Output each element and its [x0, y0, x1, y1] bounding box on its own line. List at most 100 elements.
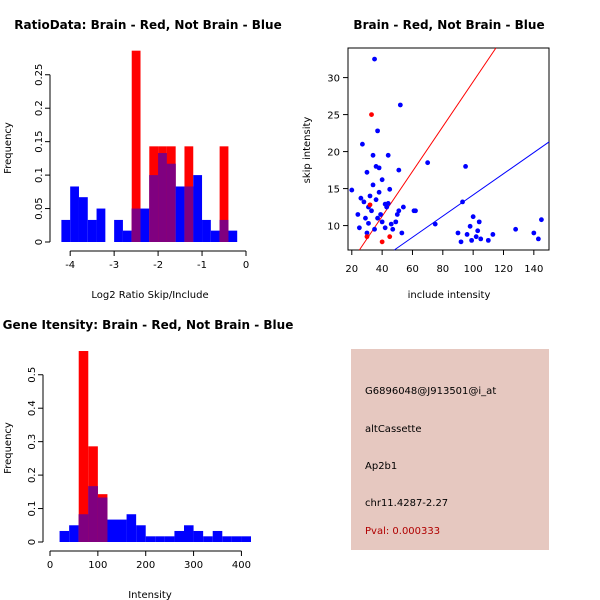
scatter-point-not-brain: [372, 226, 377, 232]
ratio-bar-not-brain: [210, 230, 220, 242]
scatter-point-not-brain: [399, 230, 405, 236]
gene-bar-not-brain: [145, 536, 156, 542]
scatter-x-tick-label: 80: [436, 264, 449, 275]
gene-histogram-axes: 0 100 200 300 400 0 0.1 0.2 0.3 0.4 0.5: [27, 367, 251, 571]
scatter-point-not-brain: [460, 199, 465, 205]
scatter-point-not-brain: [369, 208, 374, 214]
ratio-y-tick-label: 0.15: [34, 131, 45, 153]
scatter-marks: [349, 47, 550, 251]
ratio-x-tick-label: -3: [109, 260, 119, 271]
scatter-x-tick-label: 40: [376, 264, 389, 275]
ratio-bar-overlap: [158, 153, 167, 242]
ratio-histogram-ylabel: Frequency: [3, 122, 14, 174]
ratio-histogram-axes: -4 -3 -2 -1 0 0 0.05 0.1 0.15 0.2 0.25: [34, 64, 249, 271]
scatter-point-not-brain: [378, 212, 384, 217]
scatter-point-brain: [369, 112, 374, 117]
scatter-x-tick-label: 120: [494, 264, 513, 275]
gene-y-tick-label: 0.5: [27, 367, 38, 383]
ratio-bar-not-brain: [228, 230, 238, 242]
scatter-point-not-brain: [396, 208, 402, 214]
ratio-y-tick-label: 0: [34, 239, 45, 245]
ratio-bar-not-brain: [87, 219, 97, 242]
scatter-point-not-brain: [396, 167, 402, 173]
ratio-bar-not-brain: [114, 219, 123, 242]
scatter-point-not-brain: [458, 239, 464, 245]
ratio-histogram-title: RatioData: Brain - Red, Not Brain - Blue: [14, 18, 281, 32]
ratio-y-tick-label: 0.2: [34, 100, 45, 116]
scatter-point-not-brain: [379, 219, 385, 225]
scatter-point-not-brain: [490, 232, 496, 237]
gene-histogram-bars: [59, 351, 251, 542]
probe-info-panel: G6896048@J913501@i_at altCassette Ap2b1 …: [351, 349, 549, 550]
scatter-point-not-brain: [367, 193, 373, 199]
ratio-y-tick-label: 0.05: [34, 197, 45, 219]
scatter-point-not-brain: [476, 219, 482, 225]
gene-y-tick-label: 0.3: [27, 434, 38, 450]
scatter-point-not-brain: [425, 160, 431, 166]
gene-y-tick-label: 0.1: [27, 501, 38, 517]
gene-bar-overlap: [78, 514, 89, 542]
scatter-point-brain: [387, 234, 393, 240]
gene-bar-not-brain: [193, 530, 204, 542]
gene-intensity-histogram-panel: Gene Itensity: Brain - Red, Not Brain - …: [3, 318, 294, 600]
gene-bar-not-brain: [174, 530, 184, 542]
scatter-point-not-brain: [382, 225, 388, 231]
scatter-y-tick-label: 20: [327, 148, 340, 159]
scatter-point-not-brain: [364, 169, 370, 175]
scatter-point-not-brain: [535, 236, 541, 242]
scatter-point-not-brain: [376, 189, 382, 195]
scatter-fit-line-red: [358, 47, 497, 251]
gene-y-tick-label: 0.4: [27, 400, 38, 416]
gene-bar-not-brain: [241, 536, 251, 542]
gene-bar-not-brain: [231, 536, 242, 542]
scatter-fit-line-blue: [393, 141, 550, 251]
scatter-point-not-brain: [387, 186, 393, 192]
scatter-point-brain: [379, 239, 385, 245]
ratio-bar-not-brain: [175, 186, 185, 242]
scatter-point-not-brain: [370, 182, 376, 188]
scatter-point-not-brain: [478, 236, 484, 242]
scatter-point-not-brain: [385, 152, 391, 158]
gene-bar-overlap: [88, 486, 98, 542]
scatter-y-tick-label: 10: [327, 222, 340, 233]
scatter-y-tick-label: 25: [327, 111, 340, 122]
scatter-ylabel: skip intensity: [302, 117, 313, 184]
ratio-bar-not-brain: [78, 197, 88, 242]
gene-bar-overlap: [97, 497, 108, 542]
scatter-point-not-brain: [364, 230, 370, 236]
scatter-title: Brain - Red, Not Brain - Blue: [353, 18, 544, 32]
scatter-point-not-brain: [531, 230, 537, 236]
scatter-point-not-brain: [373, 197, 379, 203]
ratio-bar-not-brain: [70, 186, 79, 242]
scatter-point-not-brain: [464, 232, 470, 237]
ratio-bar-not-brain: [61, 219, 71, 242]
scatter-x-tick-label: 20: [345, 264, 358, 275]
scatter-point-not-brain: [366, 220, 371, 226]
gene-bar-not-brain: [117, 519, 127, 542]
ratio-histogram-panel: RatioData: Brain - Red, Not Brain - Blue…: [3, 18, 282, 301]
scatter-y-tick-label: 15: [327, 185, 340, 196]
ratio-bar-not-brain: [122, 230, 132, 242]
scatter-x-tick-label: 140: [524, 264, 543, 275]
scatter-point-brain: [364, 234, 370, 240]
scatter-point-not-brain: [513, 226, 519, 232]
gene-bar-not-brain: [164, 536, 175, 542]
scatter-point-not-brain: [485, 237, 491, 243]
scatter-point-not-brain: [361, 199, 367, 205]
gene-bar-brain: [78, 351, 89, 542]
ratio-bar-brain: [131, 50, 141, 243]
ratio-x-tick-label: 0: [243, 260, 249, 271]
gene-bar-not-brain: [155, 536, 165, 542]
scatter-point-not-brain: [469, 237, 475, 243]
gene-y-tick-label: 0: [27, 539, 38, 545]
gene-bar-not-brain: [59, 530, 70, 542]
scatter-point-not-brain: [363, 215, 368, 221]
probe-id: G6896048@J913501@i_at: [365, 386, 497, 397]
gene-x-tick-label: 100: [88, 560, 107, 571]
scatter-point-not-brain: [355, 212, 361, 217]
ratio-x-tick-label: -1: [197, 260, 207, 271]
ratio-bar-overlap: [149, 175, 159, 242]
ratio-x-tick-label: -2: [153, 260, 163, 271]
ratio-bar-overlap: [131, 208, 141, 242]
